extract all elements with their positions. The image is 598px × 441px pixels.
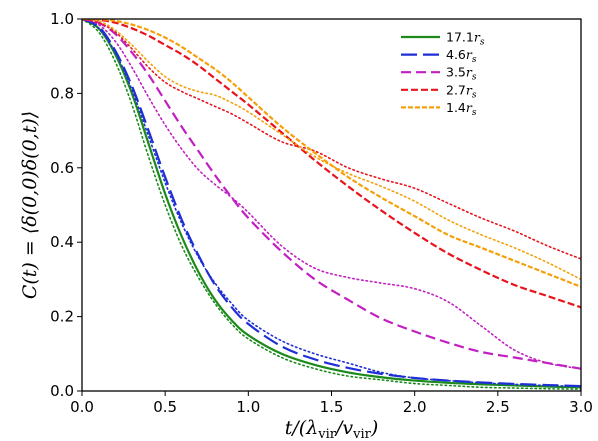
series-1-line	[82, 19, 581, 388]
series-0-dotted-line	[82, 19, 581, 390]
x-tick-label: 2.0	[403, 398, 427, 416]
x-tick-label: 0.5	[153, 398, 177, 416]
y-tick-label: 0.4	[50, 233, 74, 251]
legend-label-3: 2.7rs	[446, 82, 477, 100]
y-axis-label: C(t) = ⟨δ(0,0)δ(0,t)⟩	[19, 111, 41, 299]
series-2-dotted-line	[82, 19, 581, 370]
series-3-dotted-line	[82, 19, 581, 260]
x-tick-label: 1.0	[236, 398, 260, 416]
legend-label-2: 3.5rs	[446, 65, 477, 83]
y-tick-label: 0.8	[50, 84, 74, 102]
y-tick-label: 0.0	[50, 382, 74, 400]
x-tick-label: 2.5	[486, 398, 510, 416]
legend-label-4: 1.4rs	[446, 100, 477, 118]
series-3-line	[82, 19, 581, 309]
x-tick-label: 1.5	[320, 398, 344, 416]
x-axis-label: t/(λvir/vvir)	[285, 417, 379, 441]
y-tick-label: 0.6	[50, 159, 74, 177]
x-tick-label: 0.0	[70, 398, 94, 416]
y-tick-label: 1.0	[50, 10, 74, 28]
series-4-line	[82, 19, 581, 288]
legend-label-0: 17.1rs	[446, 30, 485, 48]
y-tick-label: 0.2	[50, 308, 74, 326]
x-tick-label: 3.0	[569, 398, 593, 416]
series-2-line	[82, 19, 581, 370]
series-1-dotted-line	[82, 19, 581, 388]
plot-lines	[82, 19, 581, 390]
axis-ticks: 0.0 0.5 1.0 1.5 2.0 2.5 3.0 0.0 0.2 0.4 0.6 0.8 1.0	[50, 10, 593, 416]
series-0-line	[82, 19, 581, 389]
legend-label-1: 4.6rs	[446, 47, 477, 65]
series-4-dotted-line	[82, 19, 581, 281]
